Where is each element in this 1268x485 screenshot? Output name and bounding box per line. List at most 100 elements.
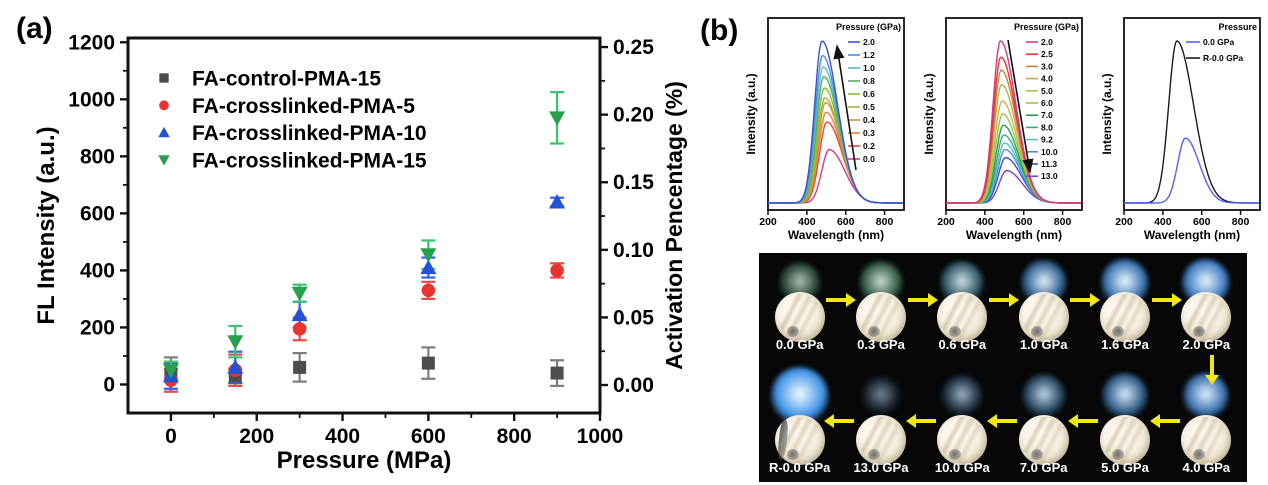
sample-photo xyxy=(774,292,825,342)
legend-item-label: 0.0 xyxy=(863,154,875,164)
spectrum-curve-10.0 xyxy=(946,148,1081,204)
y-left-tick-label: 1000 xyxy=(68,88,115,111)
sample-photo xyxy=(937,415,988,465)
x-tick-label: 200 xyxy=(239,425,274,448)
pearl-streaks xyxy=(940,417,985,463)
pearl-dark-spot xyxy=(1112,449,1124,460)
data-point xyxy=(420,259,437,275)
pearl-streaks xyxy=(1021,417,1066,463)
data-point xyxy=(550,366,564,380)
x-tick-label: 800 xyxy=(876,216,894,228)
pearl-streaks xyxy=(1184,294,1229,340)
y-left-tick-label: 1200 xyxy=(68,31,115,54)
data-point xyxy=(162,363,179,379)
pressure-label: 5.0 GPa xyxy=(1101,460,1149,475)
pressure-label: R-0.0 GPa xyxy=(768,460,831,475)
y-left-tick-label: 600 xyxy=(80,202,115,225)
pressure-label: 1.6 GPa xyxy=(1101,337,1149,352)
legend-item-label: 2.5 xyxy=(1041,49,1053,59)
legend-marker xyxy=(159,73,169,83)
legend-item-label: FA-control-PMA-15 xyxy=(192,68,381,91)
pearl-dark-spot xyxy=(1193,326,1206,337)
y-left-axis-title: FL Intensity (a.u.) xyxy=(33,126,60,324)
data-point xyxy=(550,263,564,278)
spectrum-curve-11.3 xyxy=(946,157,1081,204)
arrow-down xyxy=(1205,355,1219,390)
x-tick-label: 400 xyxy=(325,425,360,448)
y-left-tick-label: 400 xyxy=(80,259,115,282)
legend-item-label: FA-crosslinked-PMA-5 xyxy=(192,95,415,118)
pearl-streaks xyxy=(1021,294,1066,340)
arrow-right-icon xyxy=(826,293,857,307)
plot-frame xyxy=(126,36,602,415)
y-left-tick-label: 0 xyxy=(103,373,115,396)
data-point xyxy=(227,359,244,374)
legend-item-label: 0.6 xyxy=(863,89,875,99)
arrow-right xyxy=(824,293,857,312)
data-point xyxy=(420,248,437,263)
pearl-streaks xyxy=(1184,417,1229,463)
x-tick-label: 600 xyxy=(1193,216,1211,228)
legend-item-label: 8.0 xyxy=(1041,122,1053,132)
legend-item-label: 11.3 xyxy=(1041,159,1057,169)
sample-photo xyxy=(774,415,825,465)
pearl-dark-spot xyxy=(949,449,962,460)
legend-marker xyxy=(159,100,169,111)
x-tick-label: 600 xyxy=(411,425,446,448)
legend-item-label: R-0.0 GPa xyxy=(1203,53,1243,63)
arrow-right-icon xyxy=(1151,293,1182,307)
legend-item-label: 0.3 xyxy=(863,128,875,138)
photo-sequence-panel: 0.0 GPa 0.3 GPa 0.6 GPa 1.0 GPa 1.6 GPa 2.0 G… xyxy=(759,253,1247,482)
sample-photo xyxy=(937,292,988,342)
data-point xyxy=(549,111,566,126)
pressure-label: 13.0 GPa xyxy=(853,460,909,475)
x-tick-label: 800 xyxy=(497,425,532,448)
data-point xyxy=(421,283,436,298)
legend-item-label: 4.0 xyxy=(1041,74,1053,84)
spectrum-curve-8.0 xyxy=(946,134,1081,204)
arrow-left xyxy=(987,414,1019,433)
pearl-dark-spot xyxy=(1112,326,1124,337)
data-point xyxy=(293,360,307,374)
pearl-dark-spot xyxy=(949,326,962,337)
arrow-right xyxy=(1150,293,1182,312)
panel-a-label: (a) xyxy=(16,12,53,45)
arrow-right-icon xyxy=(907,293,938,307)
x-tick-label: 400 xyxy=(976,216,994,228)
legend-item-label: FA-crosslinked-PMA-10 xyxy=(192,122,427,145)
arrow-down-icon xyxy=(1205,355,1219,385)
y-axis-title: Intensity (a.u.) xyxy=(924,73,936,154)
legend-item-label: 2.0 xyxy=(863,37,875,47)
y-right-tick-label: 0.20 xyxy=(613,104,654,127)
pearl-dark-spot xyxy=(786,449,799,460)
x-tick-label: 1000 xyxy=(577,425,624,448)
arrow-left xyxy=(1149,414,1182,433)
fluorescence-blob xyxy=(941,375,984,417)
spectrum-curve-2.5 xyxy=(946,56,1081,204)
panel-b-label: (b) xyxy=(700,14,739,47)
y-right-tick-label: 0.25 xyxy=(613,36,654,59)
sample-photo xyxy=(856,292,906,342)
spectrum-curve-2.0 xyxy=(768,40,903,204)
x-tick-label: 800 xyxy=(1054,216,1072,228)
x-tick-label: 200 xyxy=(1115,216,1133,228)
pearl-dark-spot xyxy=(868,449,880,460)
spectrum-curve-0.3 xyxy=(768,111,903,204)
arrow-right-icon xyxy=(1070,293,1101,307)
x-tick-label: 800 xyxy=(1232,216,1250,228)
y-left-tick-label: 800 xyxy=(80,145,115,168)
legend-item-label: 9.2 xyxy=(1041,135,1053,145)
spectrum-curve-0.0 GPa xyxy=(1124,137,1259,204)
spectrum-curve-0.2 xyxy=(768,121,903,204)
arrow-left-icon xyxy=(987,414,1017,428)
legend-marker xyxy=(158,155,170,166)
legend-item-label: 0.0 GPa xyxy=(1203,37,1234,47)
legend-item-label: 1.2 xyxy=(863,50,875,60)
y-axis-title: Intensity (a.u.) xyxy=(1102,73,1114,154)
y-right-axis-title: Activation Pencentage (%) xyxy=(661,81,687,370)
trend-arrow-up xyxy=(833,44,857,171)
y-right-tick-label: 0.10 xyxy=(613,239,654,262)
